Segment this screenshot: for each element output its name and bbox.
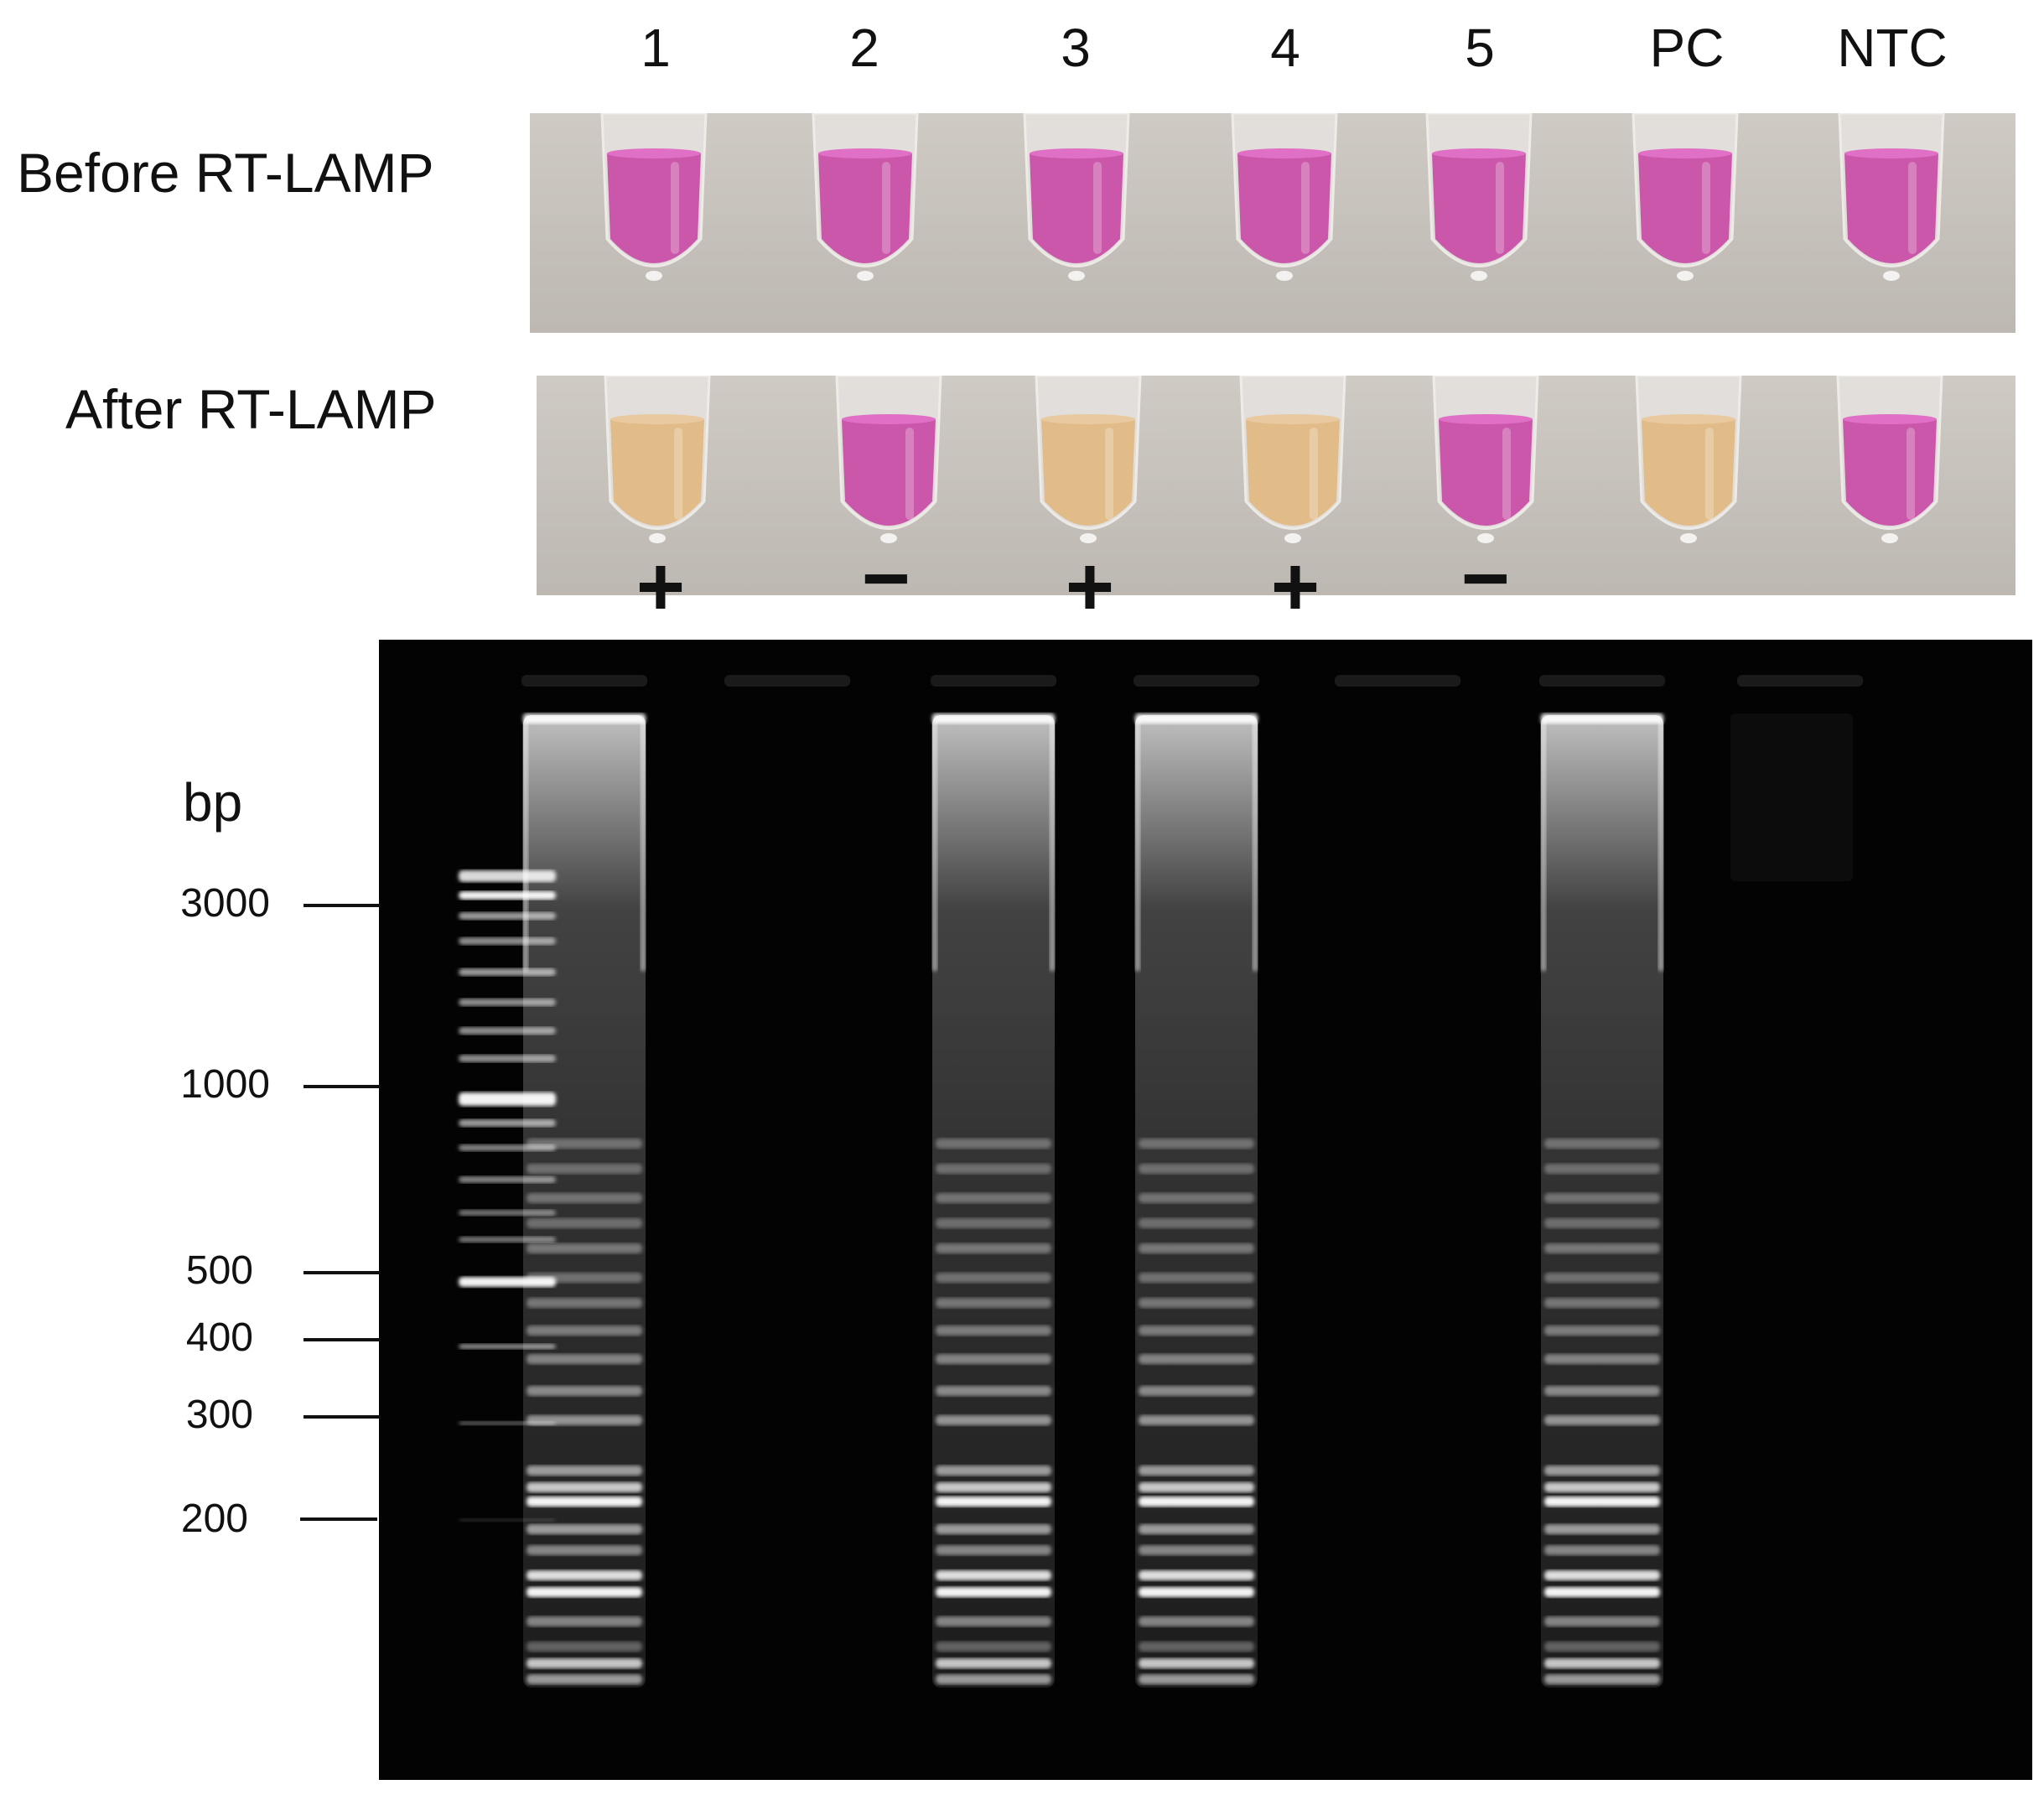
marker-tick-400 bbox=[303, 1338, 381, 1341]
result-sign-5: − bbox=[1460, 532, 1511, 625]
lane-label-1: 1 bbox=[641, 18, 671, 78]
after-tube-NTC bbox=[1836, 374, 1943, 543]
gel-lane-PC bbox=[1541, 713, 1663, 1688]
gel-well-PC bbox=[1539, 675, 1665, 687]
lane-label-3: 3 bbox=[1061, 18, 1091, 78]
marker-label-1000: 1000 bbox=[180, 1062, 270, 1107]
marker-tick-500 bbox=[303, 1271, 381, 1274]
result-sign-4: + bbox=[1270, 540, 1320, 634]
before-tube-5 bbox=[1425, 112, 1533, 281]
after-tube-PC bbox=[1635, 374, 1742, 543]
after-tube-3 bbox=[1035, 374, 1142, 543]
gel-lane-4 bbox=[1135, 713, 1258, 1688]
lane-label-5: 5 bbox=[1465, 18, 1495, 78]
before-tube-1 bbox=[600, 112, 708, 281]
gel-well-NTC bbox=[1737, 675, 1863, 687]
marker-tick-200 bbox=[300, 1517, 377, 1521]
bp-axis-title: bp bbox=[183, 772, 243, 833]
result-sign-1: + bbox=[636, 540, 686, 634]
before-tube-NTC bbox=[1838, 112, 1945, 281]
marker-label-200: 200 bbox=[180, 1497, 248, 1541]
after-tubes bbox=[604, 374, 1943, 543]
before-tubes-photo bbox=[530, 112, 2015, 333]
gel-well-1 bbox=[521, 675, 647, 687]
after-tube-2 bbox=[835, 374, 942, 543]
gel-lane-ntc-faint bbox=[1730, 713, 1853, 881]
gel-well-5 bbox=[1335, 675, 1460, 687]
gel-image bbox=[379, 640, 2032, 1780]
gel-well-3 bbox=[931, 675, 1056, 687]
gel-lane-3 bbox=[932, 713, 1055, 1688]
gel-well-2 bbox=[724, 675, 850, 687]
after-tube-1 bbox=[604, 374, 711, 543]
after-row-label: After RT-LAMP bbox=[65, 378, 437, 440]
marker-tick-3000 bbox=[303, 904, 381, 907]
before-row-label: Before RT-LAMP bbox=[17, 142, 434, 204]
gel-lane-1 bbox=[523, 713, 646, 1688]
lane-label-ntc: NTC bbox=[1837, 18, 1948, 78]
before-tube-4 bbox=[1231, 112, 1338, 281]
marker-label-400: 400 bbox=[185, 1315, 253, 1360]
marker-label-3000: 3000 bbox=[180, 881, 270, 926]
marker-tick-300 bbox=[303, 1415, 381, 1419]
result-sign-2: − bbox=[861, 532, 911, 625]
after-tube-5 bbox=[1432, 374, 1539, 543]
lane-label-2: 2 bbox=[849, 18, 879, 78]
gel-bands bbox=[459, 675, 1863, 1688]
lane-label-pc: PC bbox=[1649, 18, 1725, 78]
before-tube-PC bbox=[1632, 112, 1739, 281]
before-tube-3 bbox=[1023, 112, 1130, 281]
result-sign-3: + bbox=[1065, 540, 1115, 634]
marker-tick-1000 bbox=[303, 1085, 381, 1088]
marker-label-500: 500 bbox=[185, 1248, 253, 1293]
gel-well-4 bbox=[1134, 675, 1259, 687]
lane-label-4: 4 bbox=[1270, 18, 1300, 78]
before-tube-2 bbox=[812, 112, 919, 281]
after-tubes-photo bbox=[537, 374, 2015, 595]
after-tube-4 bbox=[1239, 374, 1346, 543]
marker-label-300: 300 bbox=[185, 1393, 253, 1437]
before-tubes bbox=[600, 112, 1945, 281]
